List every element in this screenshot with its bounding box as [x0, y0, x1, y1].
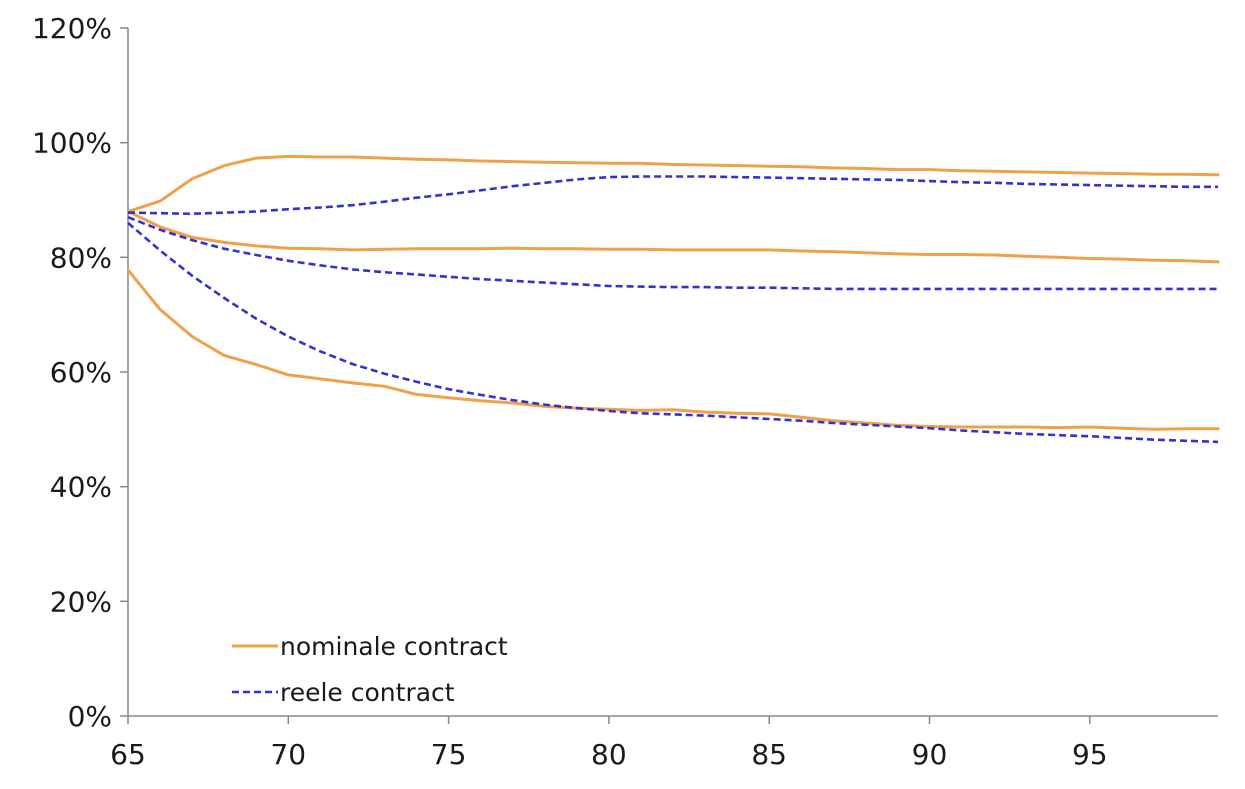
x-tick-label: 75 [431, 738, 467, 771]
nominale-contract-line-1 [126, 210, 1220, 264]
nominale-contract-line-0 [126, 154, 1220, 213]
y-tick-label: 60% [50, 356, 112, 389]
y-tick-label: 0% [68, 700, 112, 733]
x-tick-label: 70 [270, 738, 306, 771]
x-tick-label: 65 [110, 738, 146, 771]
y-tick-label: 20% [50, 585, 112, 618]
nominale-contract-line-2 [126, 268, 1220, 431]
x-tick-label: 80 [591, 738, 627, 771]
legend-label: reele contract [280, 678, 455, 707]
y-tick-label: 100% [32, 127, 112, 160]
reele-contract-line-5 [127, 221, 1219, 444]
y-tick-label: 120% [32, 12, 112, 45]
series-layer [126, 154, 1220, 444]
x-axis-ticks: 65 70 75 80 85 90 95 [110, 716, 1108, 771]
x-tick-label: 90 [912, 738, 948, 771]
y-axis-ticks: 0% 20% 40% 60% 80% 100% 120% [32, 12, 128, 733]
x-tick-label: 85 [751, 738, 787, 771]
y-tick-label: 80% [50, 241, 112, 274]
reele-contract-line-4 [127, 215, 1218, 291]
chart-legend: nominale contract reele contract [232, 632, 508, 707]
y-tick-label: 40% [50, 471, 112, 504]
reele-contract-line-3 [127, 175, 1218, 216]
legend-label: nominale contract [280, 632, 508, 661]
x-tick-label: 95 [1072, 738, 1108, 771]
